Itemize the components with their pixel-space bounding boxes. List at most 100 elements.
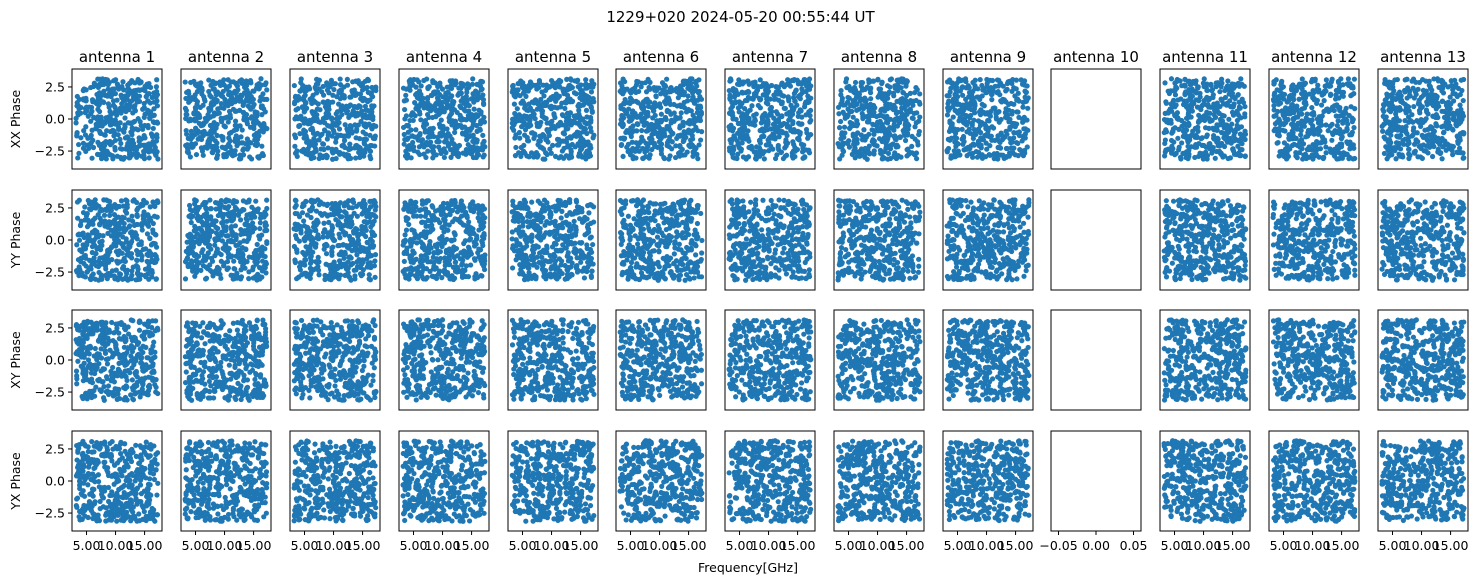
data-point <box>209 458 215 464</box>
data-point <box>223 501 229 507</box>
data-point <box>367 148 374 155</box>
data-point <box>328 270 334 276</box>
data-point <box>118 140 124 147</box>
data-point <box>87 344 93 350</box>
data-point <box>333 377 339 384</box>
data-point <box>214 264 221 270</box>
row-label: XY Phase <box>8 331 23 389</box>
data-point <box>257 236 263 242</box>
data-point <box>150 343 156 349</box>
data-point <box>336 371 343 378</box>
data-point <box>351 210 357 216</box>
data-point <box>120 241 126 247</box>
data-point <box>304 334 310 340</box>
data-point <box>101 212 108 218</box>
data-point <box>133 490 139 497</box>
data-point <box>368 156 374 162</box>
data-point <box>121 220 127 227</box>
data-point <box>102 484 108 490</box>
data-point <box>210 334 216 341</box>
data-point <box>211 388 217 394</box>
data-point <box>264 481 270 487</box>
data-point <box>360 257 366 263</box>
data-point <box>305 328 311 334</box>
data-point <box>139 253 145 259</box>
data-point <box>352 122 358 128</box>
data-point <box>320 332 326 338</box>
data-point <box>80 339 86 346</box>
data-point <box>128 317 134 323</box>
data-point <box>291 82 297 89</box>
data-point <box>255 491 261 497</box>
data-point <box>200 480 206 486</box>
data-point <box>183 492 189 498</box>
data-point <box>139 386 145 392</box>
data-point <box>234 517 240 523</box>
data-point <box>89 366 95 372</box>
data-point <box>225 265 231 271</box>
data-point <box>325 232 331 239</box>
data-point <box>336 347 342 354</box>
data-point <box>325 343 332 349</box>
data-point <box>209 370 215 376</box>
data-point <box>113 346 119 352</box>
data-point <box>207 517 214 523</box>
data-point <box>241 376 247 382</box>
data-point <box>134 207 140 213</box>
data-point <box>357 439 363 445</box>
data-point <box>251 346 257 352</box>
data-point <box>341 209 348 215</box>
data-point <box>260 343 266 349</box>
data-point <box>198 377 205 383</box>
data-point <box>136 135 142 141</box>
data-point <box>155 199 161 205</box>
data-point <box>327 516 333 522</box>
data-point <box>359 148 365 154</box>
data-point <box>113 321 119 327</box>
data-point <box>132 91 138 97</box>
data-point <box>96 102 102 109</box>
y-tick-label: −2.5 <box>35 506 65 521</box>
data-point <box>81 128 87 134</box>
data-point <box>205 492 211 498</box>
data-point <box>227 443 233 449</box>
data-point <box>253 358 260 365</box>
data-point <box>191 454 197 460</box>
data-point <box>206 378 212 385</box>
data-point <box>110 364 116 371</box>
data-point <box>120 79 126 85</box>
data-point <box>263 326 269 332</box>
data-point <box>234 82 240 88</box>
data-point <box>221 470 227 476</box>
data-point <box>231 151 237 157</box>
data-point <box>333 468 339 474</box>
axes-frame <box>289 189 381 291</box>
data-point <box>187 391 194 397</box>
data-point <box>324 87 331 93</box>
data-point <box>227 469 234 476</box>
data-point <box>127 138 133 144</box>
data-point <box>147 114 153 121</box>
subplot-1-1: 2.50.0−2.5XX Phase <box>8 68 163 170</box>
data-point <box>189 489 195 495</box>
data-point <box>217 79 223 85</box>
data-point <box>228 223 235 230</box>
data-point <box>227 486 233 492</box>
data-point <box>320 141 326 147</box>
data-point <box>314 260 321 266</box>
data-point <box>353 243 359 249</box>
data-point <box>203 476 209 482</box>
data-point <box>196 367 203 373</box>
data-point <box>330 120 336 127</box>
data-point <box>132 478 138 484</box>
data-point <box>371 481 377 487</box>
data-point <box>80 510 86 516</box>
data-point <box>115 132 121 138</box>
data-point <box>334 322 340 328</box>
data-point <box>256 449 262 455</box>
data-point <box>95 91 102 97</box>
data-point <box>254 257 260 263</box>
data-point <box>314 76 320 82</box>
data-point <box>116 85 122 91</box>
data-point <box>348 238 354 244</box>
